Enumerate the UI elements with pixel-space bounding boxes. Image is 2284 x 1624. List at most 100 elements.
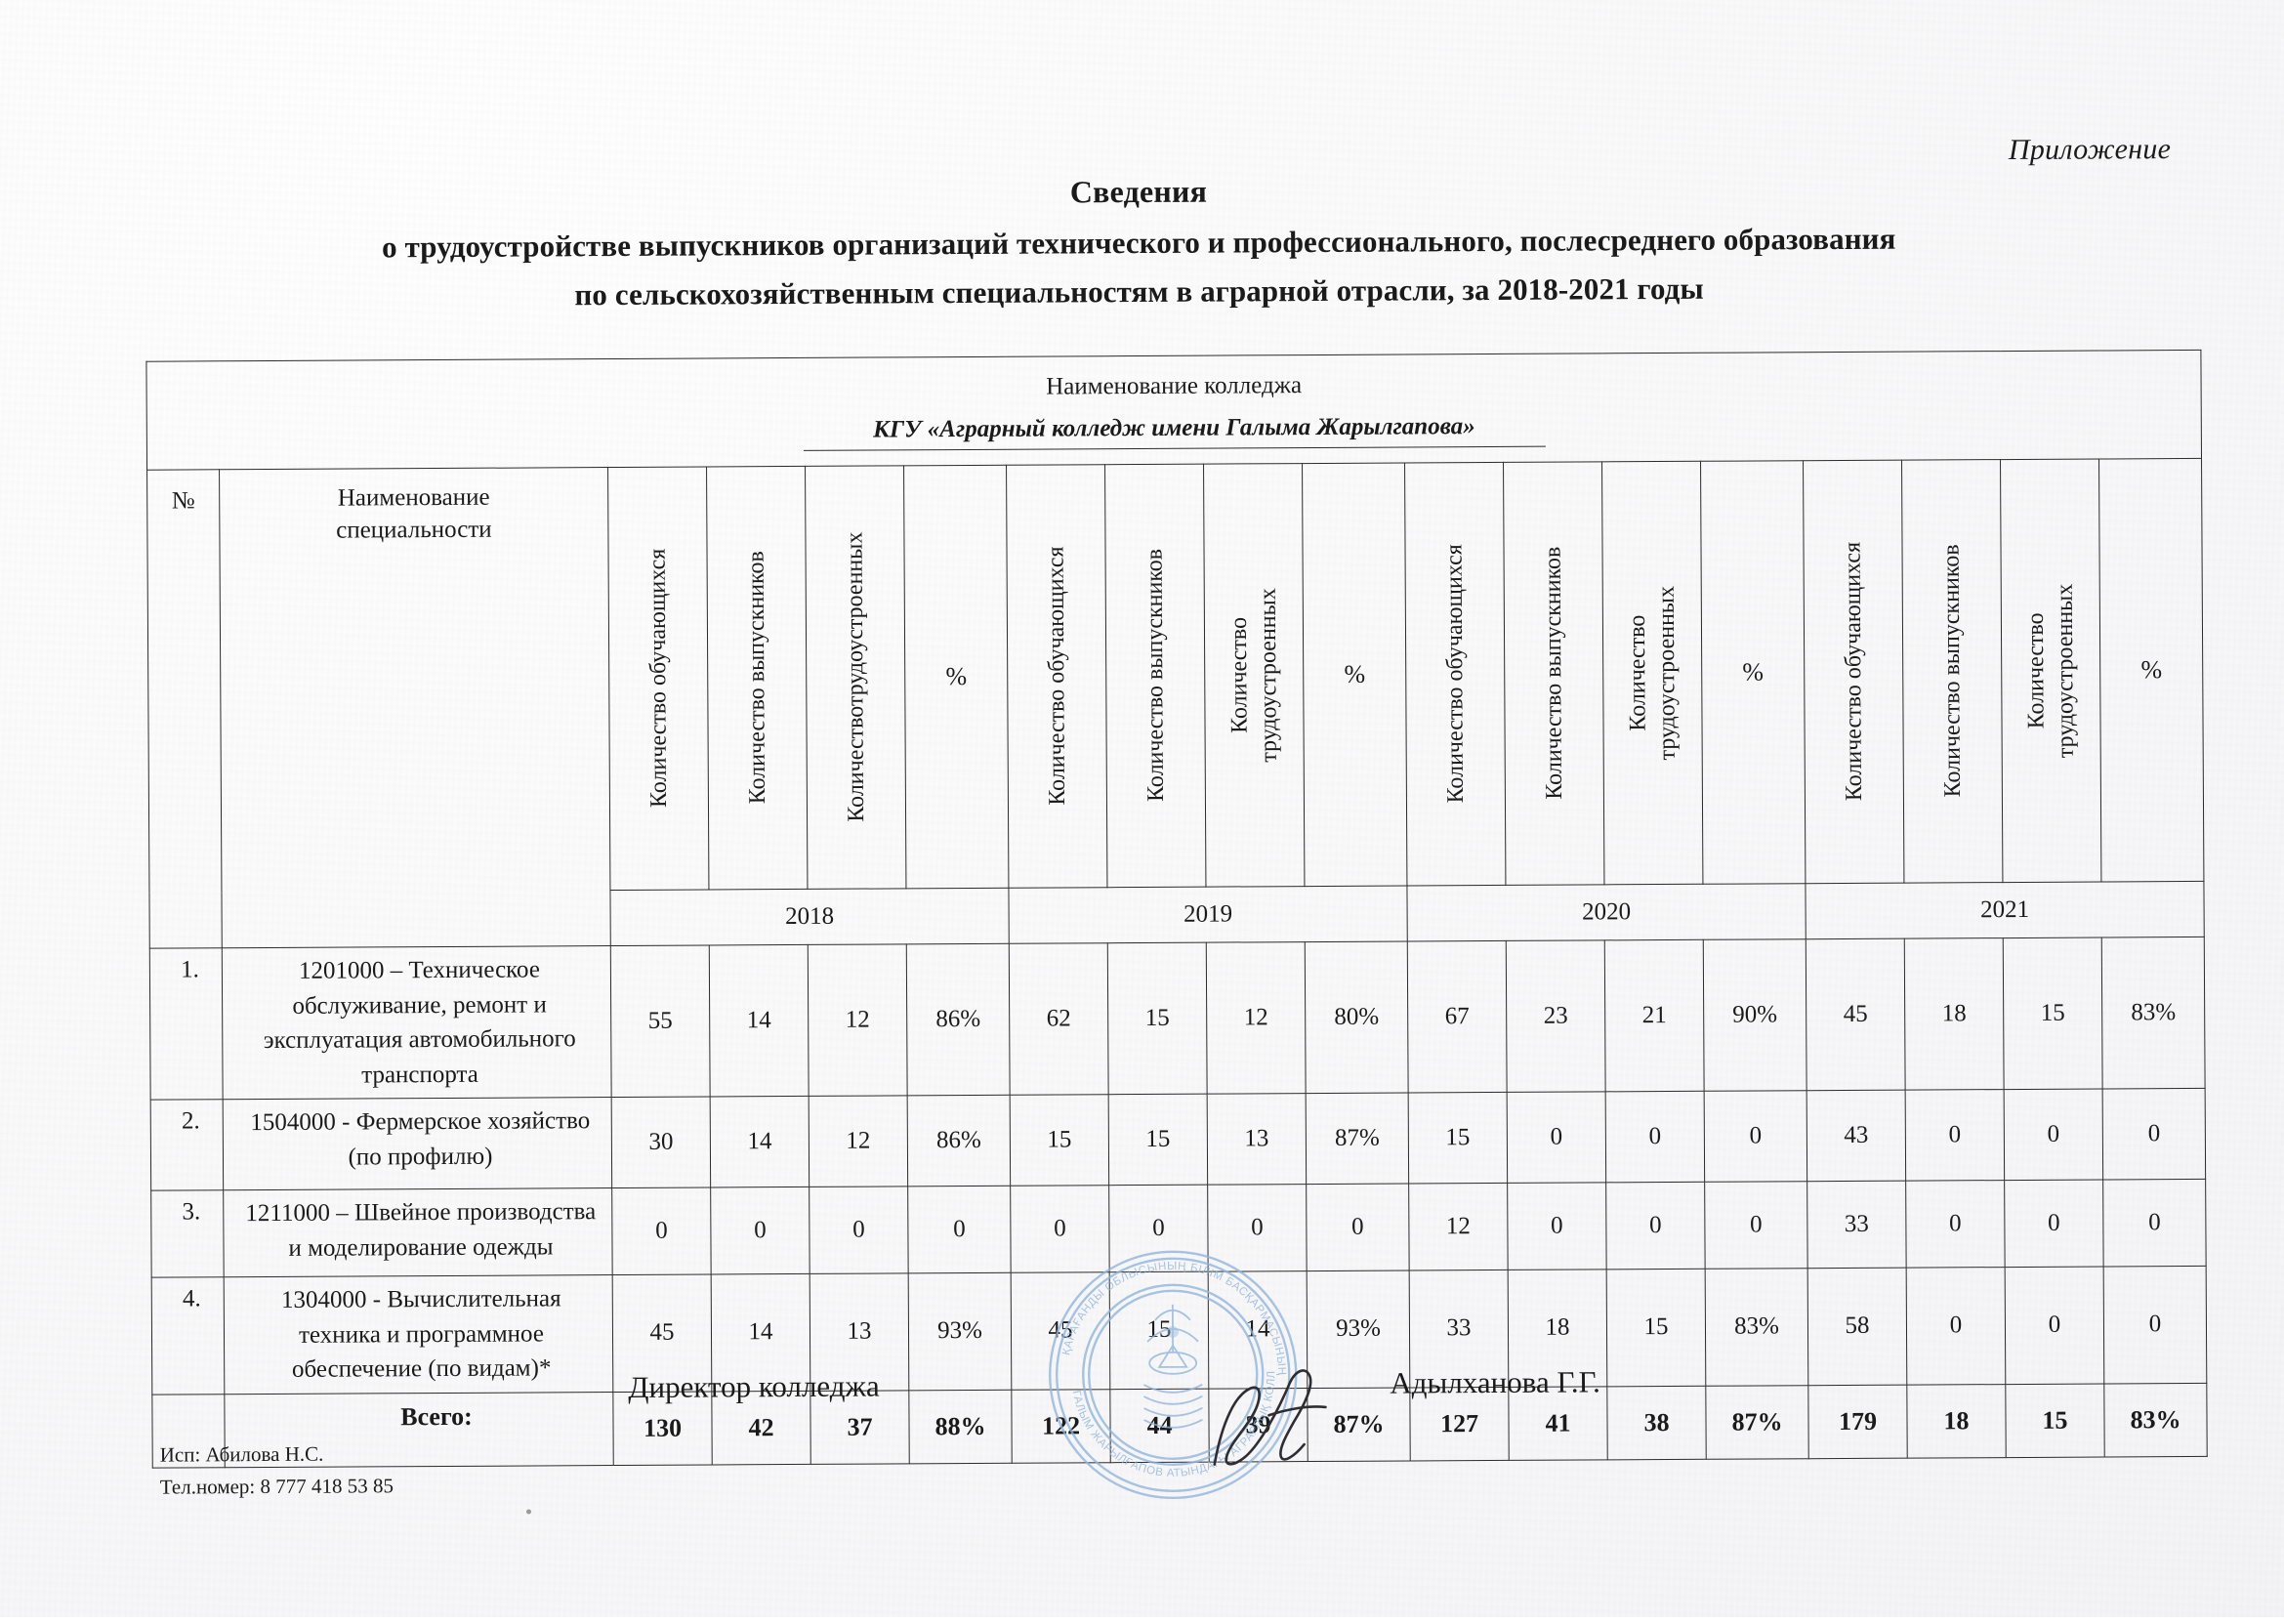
cell-value: 15 — [1107, 942, 1208, 1095]
cell-value: 15 — [2003, 937, 2103, 1090]
appendix-label: Приложение — [2008, 133, 2172, 167]
cell-value: 14 — [1208, 1270, 1308, 1389]
cell-value: 23 — [1506, 939, 1606, 1093]
header-students-2019: Количество обучающихся — [1006, 464, 1107, 889]
cell-value: 0 — [1906, 1267, 2006, 1385]
header-text: Количество выпускников — [1938, 544, 1966, 798]
cell-value: 0 — [907, 1186, 1012, 1273]
cell-value: 45 — [1806, 938, 1906, 1091]
header-text: % — [1742, 657, 1765, 687]
cell-value: 0 — [809, 1186, 909, 1274]
column-header-row: № Наименование специальности Количество … — [146, 458, 2204, 949]
total-value: 15 — [2005, 1383, 2105, 1458]
total-value: 88% — [908, 1389, 1013, 1464]
college-header-cell: Наименование колледжа КГУ «Аграрный колл… — [145, 350, 2202, 471]
cell-value: 15 — [1408, 1092, 1508, 1184]
employment-table: Наименование колледжа КГУ «Аграрный колл… — [145, 350, 2208, 1468]
cell-value: 0 — [1905, 1089, 2005, 1182]
total-value: 179 — [1807, 1384, 1908, 1459]
cell-value: 67 — [1407, 940, 1508, 1093]
cell-value: 15 — [1010, 1094, 1109, 1187]
specialty-name: 1201000 – Техническое обслуживание, ремо… — [222, 945, 612, 1100]
cell-value: 12 — [1206, 941, 1307, 1095]
cell-value: 90% — [1703, 938, 1807, 1092]
total-value: 39 — [1208, 1388, 1308, 1462]
table-row: 1. 1201000 – Техническое обслуживание, р… — [149, 937, 2206, 1101]
table-row: 3. 1211000 – Швейное производства и моде… — [150, 1179, 2207, 1278]
row-number: 4. — [151, 1276, 225, 1395]
header-specialty-name: Наименование специальности — [219, 467, 611, 948]
header-employed-2019: Количество трудоустроенных — [1203, 463, 1305, 888]
year-2021: 2021 — [1805, 881, 2205, 939]
scan-speck — [525, 1509, 532, 1515]
year-2019: 2019 — [1008, 885, 1408, 944]
cell-value: 0 — [2005, 1267, 2104, 1385]
table-row: 2. 1504000 - Фермерское хозяйство (по пр… — [150, 1088, 2206, 1191]
subtitle-line-2: по сельскохозяйственным специальностям в… — [574, 271, 1704, 312]
cell-value: 12 — [809, 1095, 908, 1187]
header-text: Количество трудоустроенных — [1624, 585, 1681, 761]
cell-value: 0 — [1704, 1181, 1808, 1270]
cell-value: 18 — [1904, 937, 2005, 1091]
header-text: % — [945, 661, 968, 690]
header-employed-2020: Количество трудоустроенных — [1601, 461, 1703, 885]
header-employed-2018: Количествотрудоустроенных — [805, 465, 906, 890]
title-block: Сведения о трудоустройстве выпускников о… — [0, 167, 2281, 315]
footer-contact-block: Исп: Абилова Н.С. Тел.номер: 8 777 418 5… — [160, 1437, 394, 1502]
cell-value: 93% — [908, 1272, 1012, 1391]
cell-value: 55 — [610, 944, 711, 1098]
cell-value: 86% — [907, 1095, 1011, 1187]
total-value: 38 — [1606, 1385, 1707, 1460]
header-graduates-2019: Количество выпускников — [1104, 464, 1206, 888]
header-text: % — [1344, 659, 1366, 688]
cell-value: 30 — [611, 1096, 711, 1188]
header-students-2020: Количество обучающихся — [1404, 462, 1506, 886]
cell-value: 0 — [1704, 1090, 1807, 1183]
cell-value: 33 — [1806, 1181, 1907, 1269]
cell-value: 83% — [2101, 937, 2206, 1090]
cell-value: 0 — [1905, 1180, 2006, 1269]
header-employed-2021: Количество трудоустроенных — [2000, 459, 2101, 883]
signature-name: Адылханова Г.Г. — [1390, 1364, 1600, 1400]
cell-value: 0 — [1306, 1183, 1410, 1271]
header-percent-2021: % — [2098, 458, 2204, 883]
table-total-row: Всего: 130 42 37 88% 122 44 39 87% 127 4… — [151, 1382, 2208, 1468]
cell-value: 62 — [1009, 942, 1109, 1096]
cell-value: 0 — [2102, 1179, 2207, 1268]
header-percent-2019: % — [1302, 462, 1407, 887]
specialty-name: 1211000 – Швейное производства и моделир… — [223, 1187, 613, 1277]
header-students-2021: Количество обучающихся — [1803, 460, 1904, 884]
header-students-2018: Количество обучающихся — [607, 466, 709, 891]
cell-value: 87% — [1306, 1092, 1409, 1185]
cell-value: 0 — [1010, 1185, 1110, 1273]
cell-value: 12 — [1408, 1183, 1509, 1270]
cell-value: 0 — [611, 1187, 712, 1275]
cell-value: 14 — [709, 944, 810, 1097]
cell-value: 15 — [1109, 1271, 1209, 1390]
cell-value: 0 — [710, 1187, 810, 1274]
row-number: 3. — [150, 1189, 225, 1278]
cell-value: 0 — [1108, 1185, 1209, 1272]
cell-value: 21 — [1604, 939, 1705, 1092]
header-text: Количество обучающихся — [1043, 546, 1070, 807]
cell-value: 86% — [906, 943, 1011, 1096]
header-text: Количество обучающихся — [1840, 542, 1867, 802]
row-number: 2. — [150, 1099, 224, 1191]
table-row: 4. 1304000 - Вычислительная техника и пр… — [151, 1266, 2207, 1395]
cell-value: 0 — [2103, 1266, 2207, 1384]
header-text: Количество выпускников — [1142, 549, 1169, 803]
cell-value: 0 — [1605, 1091, 1705, 1183]
subtitle-line-1: о трудоустройстве выпускников организаци… — [381, 221, 1896, 265]
employment-table-wrapper: Наименование колледжа КГУ «Аграрный колл… — [145, 350, 2208, 1468]
cell-value: 13 — [1207, 1093, 1307, 1186]
cell-value: 45 — [1011, 1271, 1110, 1390]
cell-value: 0 — [2102, 1088, 2206, 1181]
header-graduates-2021: Количество выпускников — [1901, 459, 2003, 884]
header-text: Количество выпускников — [743, 551, 770, 805]
cell-value: 58 — [1807, 1268, 1907, 1386]
footer-executor: Исп: Абилова Н.С. — [159, 1441, 324, 1467]
cell-value: 12 — [808, 943, 908, 1097]
header-text: Количество обучающихся — [1441, 544, 1469, 804]
signature-position: Директор колледжа — [628, 1368, 880, 1404]
